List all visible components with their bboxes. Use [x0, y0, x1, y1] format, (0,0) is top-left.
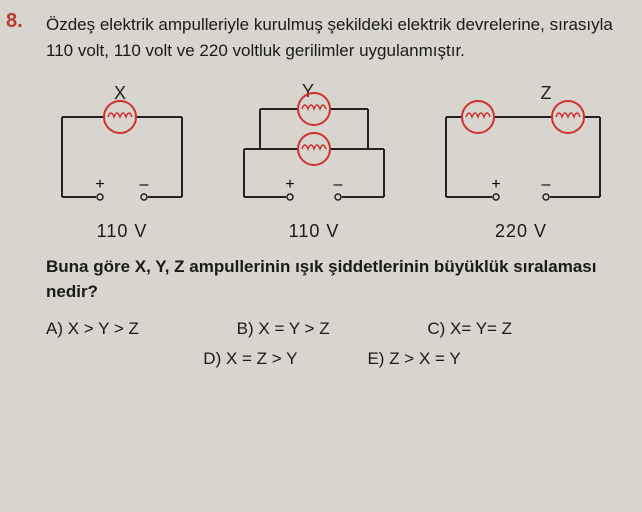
- circuits-figure: X + – 110 V Y: [40, 73, 618, 244]
- minus-sign: –: [542, 176, 551, 193]
- option-a[interactable]: A) X > Y > Z: [46, 319, 237, 339]
- terminal-dot: [287, 194, 293, 200]
- minus-sign: –: [334, 176, 343, 193]
- terminal-dot: [543, 194, 549, 200]
- circuit-z: Z + –: [426, 79, 616, 242]
- bulb-y-bottom-icon: [298, 133, 330, 165]
- caption-z: 220 V: [426, 221, 616, 242]
- bulb-z1-icon: [462, 101, 494, 133]
- plus-sign: +: [95, 176, 104, 193]
- bulb-x-icon: [104, 101, 136, 133]
- wires-y: [244, 109, 384, 197]
- label-z: Z: [541, 83, 552, 103]
- circuit-x-svg: X + –: [42, 79, 202, 219]
- label-y: Y: [302, 81, 314, 101]
- circuit-y-svg: Y: [224, 79, 404, 219]
- option-c[interactable]: C) X= Y= Z: [427, 319, 618, 339]
- caption-y: 110 V: [224, 221, 404, 242]
- terminal-dot: [141, 194, 147, 200]
- wires-z: [446, 117, 600, 197]
- plus-sign: +: [491, 176, 500, 193]
- circuit-y: Y: [224, 79, 404, 242]
- options-row-2: D) X = Z > Y E) Z > X = Y: [46, 349, 618, 369]
- option-b[interactable]: B) X = Y > Z: [237, 319, 428, 339]
- sub-question: Buna göre X, Y, Z ampullerinin ışık şidd…: [46, 254, 618, 305]
- option-d[interactable]: D) X = Z > Y: [203, 349, 297, 369]
- plus-sign: +: [285, 176, 294, 193]
- circuit-z-svg: Z + –: [426, 79, 616, 219]
- terminal-dot: [493, 194, 499, 200]
- terminal-dot: [335, 194, 341, 200]
- circuit-x: X + – 110 V: [42, 79, 202, 242]
- caption-x: 110 V: [42, 221, 202, 242]
- question-number: 8.: [6, 10, 23, 33]
- terminal-dot: [97, 194, 103, 200]
- wires-x: [62, 117, 182, 197]
- option-e[interactable]: E) Z > X = Y: [367, 349, 460, 369]
- question-prompt: Özdeş elektrik ampulleriyle kurulmuş şek…: [40, 12, 618, 65]
- bulb-z2-icon: [552, 101, 584, 133]
- options-row-1: A) X > Y > Z B) X = Y > Z C) X= Y= Z: [46, 319, 618, 339]
- minus-sign: –: [140, 176, 149, 193]
